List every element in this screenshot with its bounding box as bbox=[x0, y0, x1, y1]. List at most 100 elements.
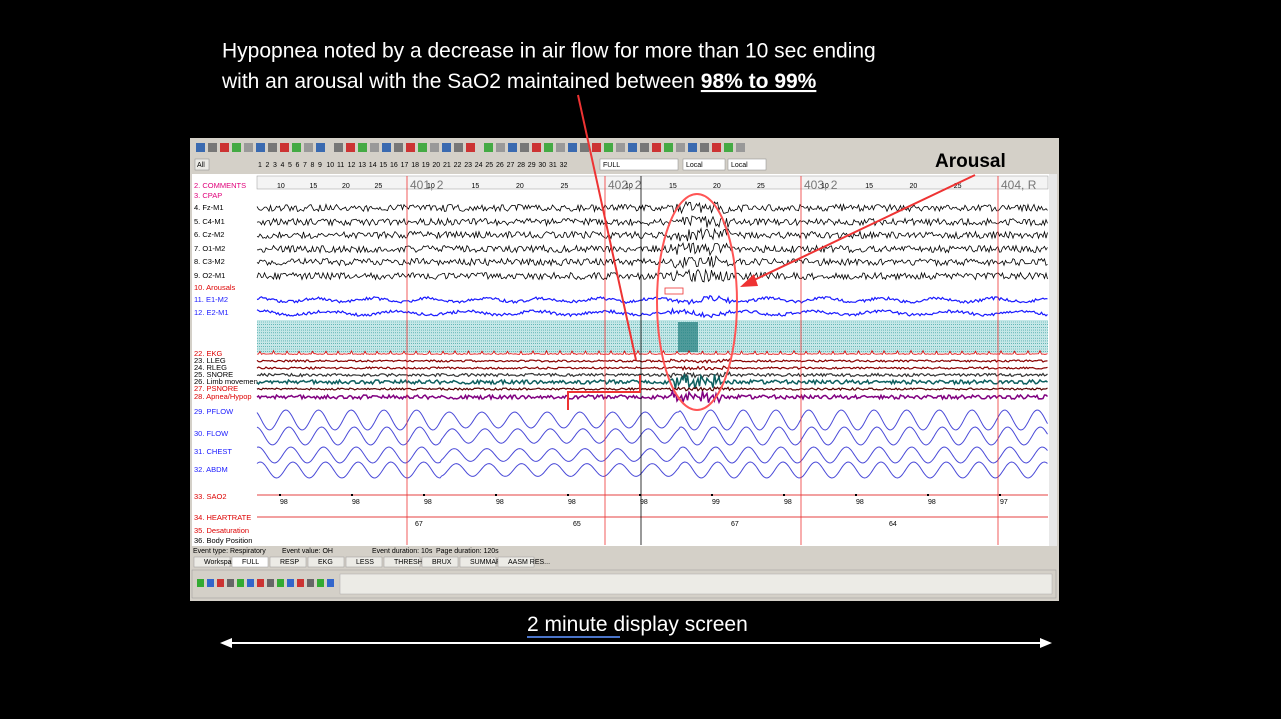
dropdown-label: Local bbox=[731, 162, 748, 169]
toolbar-icon[interactable] bbox=[334, 143, 343, 152]
page-button[interactable]: 13 bbox=[358, 162, 366, 169]
page-button[interactable]: 10 bbox=[326, 162, 334, 169]
page-button[interactable]: 3 bbox=[273, 162, 277, 169]
toolbar-icon[interactable] bbox=[454, 143, 463, 152]
nav-icon[interactable] bbox=[227, 579, 234, 587]
toolbar-icon[interactable] bbox=[664, 143, 673, 152]
toolbar-icon[interactable] bbox=[496, 143, 505, 152]
toolbar-icon[interactable] bbox=[370, 143, 379, 152]
page-button[interactable]: 11 bbox=[337, 162, 344, 169]
toolbar-icon[interactable] bbox=[652, 143, 661, 152]
page-button[interactable]: 1 bbox=[258, 162, 262, 169]
toolbar-icon[interactable] bbox=[232, 143, 241, 152]
nav-icon[interactable] bbox=[287, 579, 294, 587]
channel-label: 5. C4-M1 bbox=[194, 217, 225, 226]
nav-icon[interactable] bbox=[307, 579, 314, 587]
page-button[interactable]: 28 bbox=[517, 162, 525, 169]
toolbar-icon[interactable] bbox=[508, 143, 517, 152]
nav-icon[interactable] bbox=[247, 579, 254, 587]
tab-label: BRUX bbox=[432, 559, 452, 566]
toolbar-icon[interactable] bbox=[520, 143, 529, 152]
toolbar-icon[interactable] bbox=[724, 143, 733, 152]
arrow-head bbox=[220, 638, 232, 648]
toolbar-icon[interactable] bbox=[544, 143, 553, 152]
page-button[interactable]: 19 bbox=[422, 162, 430, 169]
toolbar-icon[interactable] bbox=[244, 143, 253, 152]
page-button[interactable]: 4 bbox=[281, 162, 285, 169]
toolbar-icon[interactable] bbox=[676, 143, 685, 152]
page-button[interactable]: 27 bbox=[507, 162, 515, 169]
toolbar-icon[interactable] bbox=[532, 143, 541, 152]
channel-label: 2. COMMENTS bbox=[194, 181, 246, 190]
nav-icon[interactable] bbox=[237, 579, 244, 587]
toolbar-icon[interactable] bbox=[712, 143, 721, 152]
page-button[interactable]: 17 bbox=[401, 162, 409, 169]
navigation-slider[interactable] bbox=[340, 574, 1052, 594]
toolbar-icon[interactable] bbox=[580, 143, 589, 152]
page-button[interactable]: 20 bbox=[432, 162, 440, 169]
toolbar-icon[interactable] bbox=[304, 143, 313, 152]
page-button[interactable]: 24 bbox=[475, 162, 483, 169]
toolbar-icon[interactable] bbox=[346, 143, 355, 152]
page-button[interactable]: 14 bbox=[369, 162, 377, 169]
page-button[interactable]: 12 bbox=[348, 162, 356, 169]
toolbar-icon[interactable] bbox=[208, 143, 217, 152]
toolbar-icon[interactable] bbox=[268, 143, 277, 152]
nav-icon[interactable] bbox=[217, 579, 224, 587]
page-button[interactable]: 9 bbox=[318, 162, 322, 169]
toolbar-icon[interactable] bbox=[406, 143, 415, 152]
page-button[interactable]: 16 bbox=[390, 162, 398, 169]
page-button[interactable]: 30 bbox=[538, 162, 546, 169]
toolbar-icon[interactable] bbox=[556, 143, 565, 152]
page-button[interactable]: 32 bbox=[560, 162, 568, 169]
page-button[interactable]: 26 bbox=[496, 162, 504, 169]
page-button[interactable]: 22 bbox=[454, 162, 462, 169]
toolbar-icon[interactable] bbox=[592, 143, 601, 152]
page-button[interactable]: 7 bbox=[303, 162, 307, 169]
toolbar-icon[interactable] bbox=[700, 143, 709, 152]
toolbar-icon[interactable] bbox=[280, 143, 289, 152]
nav-icon[interactable] bbox=[327, 579, 334, 587]
toolbar-icon[interactable] bbox=[628, 143, 637, 152]
page-button[interactable]: 29 bbox=[528, 162, 536, 169]
nav-icon[interactable] bbox=[207, 579, 214, 587]
nav-icon[interactable] bbox=[277, 579, 284, 587]
sao2-value: 99 bbox=[712, 499, 720, 506]
toolbar-icon[interactable] bbox=[220, 143, 229, 152]
toolbar-icon[interactable] bbox=[316, 143, 325, 152]
toolbar-icon[interactable] bbox=[196, 143, 205, 152]
nav-icon[interactable] bbox=[317, 579, 324, 587]
page-button[interactable]: 23 bbox=[464, 162, 472, 169]
toolbar-icon[interactable] bbox=[484, 143, 493, 152]
toolbar-icon[interactable] bbox=[616, 143, 625, 152]
nav-icon[interactable] bbox=[257, 579, 264, 587]
page-button[interactable]: 18 bbox=[411, 162, 419, 169]
toolbar-icon[interactable] bbox=[604, 143, 613, 152]
page-button[interactable]: 31 bbox=[549, 162, 557, 169]
toolbar-icon[interactable] bbox=[418, 143, 427, 152]
toolbar-icon[interactable] bbox=[442, 143, 451, 152]
page-button[interactable]: 6 bbox=[296, 162, 300, 169]
toolbar-icon[interactable] bbox=[736, 143, 745, 152]
sao2-value: 98 bbox=[568, 499, 576, 506]
page-button[interactable]: 5 bbox=[288, 162, 292, 169]
page-button[interactable]: 21 bbox=[443, 162, 451, 169]
toolbar-icon[interactable] bbox=[256, 143, 265, 152]
sao2-value: 97 bbox=[1000, 499, 1008, 506]
nav-icon[interactable] bbox=[297, 579, 304, 587]
toolbar-icon[interactable] bbox=[394, 143, 403, 152]
toolbar-icon[interactable] bbox=[568, 143, 577, 152]
toolbar-icon[interactable] bbox=[358, 143, 367, 152]
toolbar-icon[interactable] bbox=[430, 143, 439, 152]
toolbar-icon[interactable] bbox=[382, 143, 391, 152]
toolbar-icon[interactable] bbox=[466, 143, 475, 152]
toolbar-icon[interactable] bbox=[292, 143, 301, 152]
toolbar-icon[interactable] bbox=[688, 143, 697, 152]
page-button[interactable]: 2 bbox=[266, 162, 270, 169]
nav-icon[interactable] bbox=[267, 579, 274, 587]
nav-icon[interactable] bbox=[197, 579, 204, 587]
toolbar-icon[interactable] bbox=[640, 143, 649, 152]
page-button[interactable]: 8 bbox=[311, 162, 315, 169]
page-button[interactable]: 15 bbox=[379, 162, 387, 169]
page-button[interactable]: 25 bbox=[485, 162, 493, 169]
